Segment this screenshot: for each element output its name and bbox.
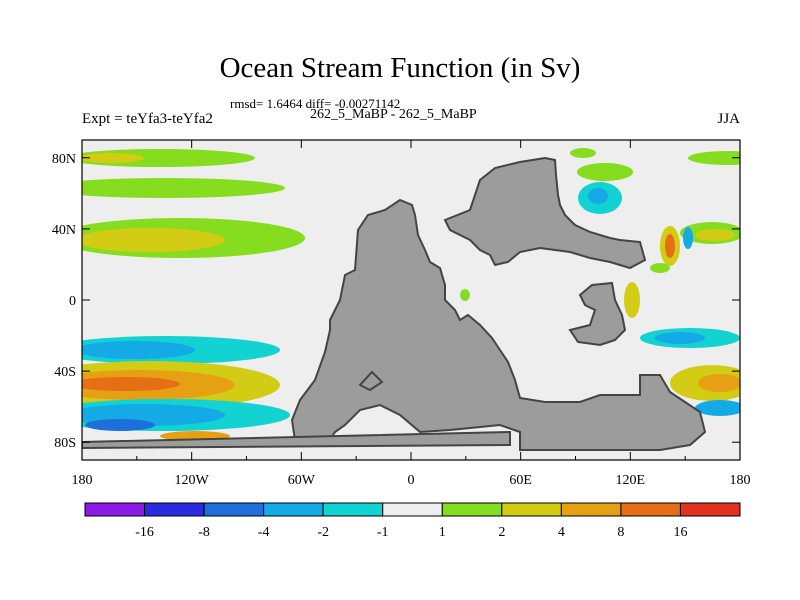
southern-landmass xyxy=(82,430,511,450)
colorbar-swatch xyxy=(560,502,622,517)
colorbar-swatch xyxy=(679,502,741,517)
inner-basin xyxy=(358,370,384,392)
x-tick-label: 180 xyxy=(72,473,93,488)
band-south-east-2-core xyxy=(698,374,740,392)
season-label: JJA xyxy=(717,111,740,127)
colorbar-label: 2 xyxy=(498,525,505,540)
colorbar-swatch xyxy=(441,502,503,517)
y-tick-label: 40N xyxy=(52,223,76,238)
run-label: 262_5_MaBP - 262_5_MaBP xyxy=(310,107,477,122)
band-south-3-deep xyxy=(85,419,155,431)
x-tick-label: 120W xyxy=(175,473,210,488)
band-north-east-3 xyxy=(570,148,596,158)
chart-title: Ocean Stream Function (in Sv) xyxy=(219,52,581,84)
colorbar-label: 16 xyxy=(673,525,687,540)
atlantic-green-spot xyxy=(460,289,470,301)
x-tick-label: 60W xyxy=(288,473,316,488)
north-pacific-blue xyxy=(588,188,608,204)
band-south-east-3 xyxy=(695,400,740,416)
band-north-east-2 xyxy=(577,163,633,181)
colorbar-swatch xyxy=(322,502,384,517)
band-north-3-core xyxy=(82,228,225,252)
band-south-1-core xyxy=(82,341,195,359)
colorbar-label: -1 xyxy=(377,525,389,540)
band-north-1-core xyxy=(82,153,144,163)
band-south-east-1-core xyxy=(655,332,705,344)
band-north-2 xyxy=(82,178,285,198)
colorbar-label: 8 xyxy=(617,525,624,540)
colorbar-swatch xyxy=(263,502,324,517)
colorbar-label: 4 xyxy=(558,525,565,540)
band-north-east-1 xyxy=(688,151,740,165)
y-tick-label: 80N xyxy=(52,152,76,167)
x-tick-label: 60E xyxy=(509,473,532,488)
y-tick-label: 0 xyxy=(69,294,76,309)
colorbar-label: -8 xyxy=(198,525,210,540)
yellow-spot xyxy=(624,282,640,318)
band-south-2-peak xyxy=(82,377,180,391)
experiment-label: Expt = teYfa3-teYfa2 xyxy=(82,111,213,127)
x-tick-label: 0 xyxy=(408,473,415,488)
chart-subtitle: rmsd= 1.6464 diff= -0.00271142 xyxy=(230,96,401,111)
colorbar-swatch xyxy=(144,502,205,517)
y-tick-label: 40S xyxy=(54,365,76,380)
x-tick-label: 120E xyxy=(616,473,646,488)
colorbar-label: 1 xyxy=(439,525,446,540)
colorbar-label: -16 xyxy=(135,525,154,540)
eastern-island xyxy=(568,281,627,347)
colorbar-swatch xyxy=(84,502,146,517)
cool-core xyxy=(683,227,693,249)
colorbar-label: -2 xyxy=(317,525,329,540)
colorbar-label: -4 xyxy=(258,525,270,540)
colorbar-swatch xyxy=(620,502,681,517)
band-north-1 xyxy=(82,149,255,167)
continent-main xyxy=(290,198,707,451)
warm-core-red xyxy=(665,234,675,258)
colorbar-swatch xyxy=(382,502,443,517)
x-tick-label: 180 xyxy=(730,473,751,488)
green-spot xyxy=(650,263,670,273)
band-east-eq-1-core xyxy=(695,229,735,241)
colorbar-swatch xyxy=(501,502,562,517)
colorbar-swatch xyxy=(203,502,265,517)
continent-north xyxy=(443,156,647,270)
y-tick-label: 80S xyxy=(54,436,76,451)
